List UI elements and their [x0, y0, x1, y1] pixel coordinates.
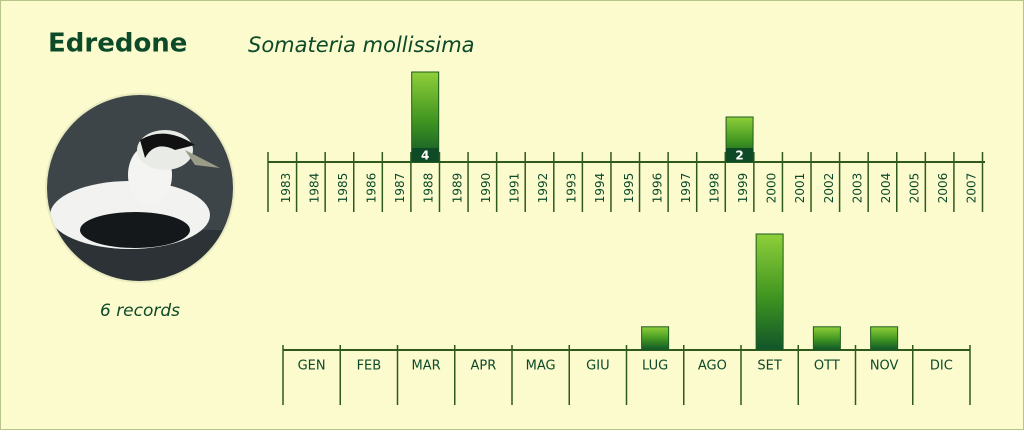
x-tick-label: 1983: [279, 173, 293, 204]
bar: [812, 326, 841, 351]
photo-frame: [45, 93, 235, 283]
x-tick-label: DIC: [930, 359, 953, 374]
x-tick-label: 1994: [593, 173, 607, 204]
x-tick-label: 2007: [965, 173, 979, 204]
value-label: 4: [421, 149, 429, 163]
bar: [411, 71, 440, 163]
records-caption: 6 records: [100, 301, 180, 321]
x-tick-label: 1997: [679, 173, 693, 204]
x-tick-label: 1984: [307, 173, 321, 204]
value-label-box: [726, 148, 754, 162]
x-tick-label: LUG: [642, 359, 668, 374]
x-tick-label: 2002: [822, 173, 836, 204]
x-tick-label: FEB: [357, 359, 382, 374]
x-tick-label: 1993: [565, 173, 579, 204]
subtitle: Somateria mollissima: [248, 33, 475, 57]
x-tick-label: 2003: [850, 173, 864, 204]
x-tick-label: 1985: [336, 173, 350, 204]
x-tick-label: 1992: [536, 173, 550, 204]
x-tick-label: 2005: [908, 173, 922, 204]
x-tick-label: 1991: [507, 173, 521, 204]
bar: [641, 326, 670, 351]
x-tick-label: 1998: [707, 173, 721, 204]
x-tick-label: 2004: [879, 173, 893, 204]
x-tick-label: GEN: [298, 359, 326, 374]
title: Edredone: [48, 29, 187, 59]
x-tick-label: 1996: [650, 173, 664, 204]
x-tick-label: SET: [757, 359, 781, 374]
x-tick-label: 1995: [622, 173, 636, 204]
x-tick-label: NOV: [870, 359, 899, 374]
x-tick-label: GIU: [586, 359, 609, 374]
bar: [755, 233, 784, 351]
x-tick-label: 1989: [450, 173, 464, 204]
x-tick-label: APR: [470, 359, 496, 374]
x-tick-label: 1988: [422, 173, 436, 204]
x-tick-label: 2006: [936, 173, 950, 204]
x-tick-label: OTT: [814, 359, 840, 374]
x-tick-label: 1987: [393, 173, 407, 204]
x-tick-label: 2001: [793, 173, 807, 204]
x-tick-label: 1999: [736, 173, 750, 204]
x-tick-label: 1986: [365, 173, 379, 204]
value-label: 2: [735, 149, 743, 163]
x-tick-label: MAG: [526, 359, 556, 374]
value-label-box: [411, 148, 439, 162]
x-tick-label: AGO: [698, 359, 727, 374]
bar: [870, 326, 899, 351]
x-tick-label: 1990: [479, 173, 493, 204]
x-tick-label: MAR: [412, 359, 441, 374]
x-tick-label: 2000: [765, 173, 779, 204]
